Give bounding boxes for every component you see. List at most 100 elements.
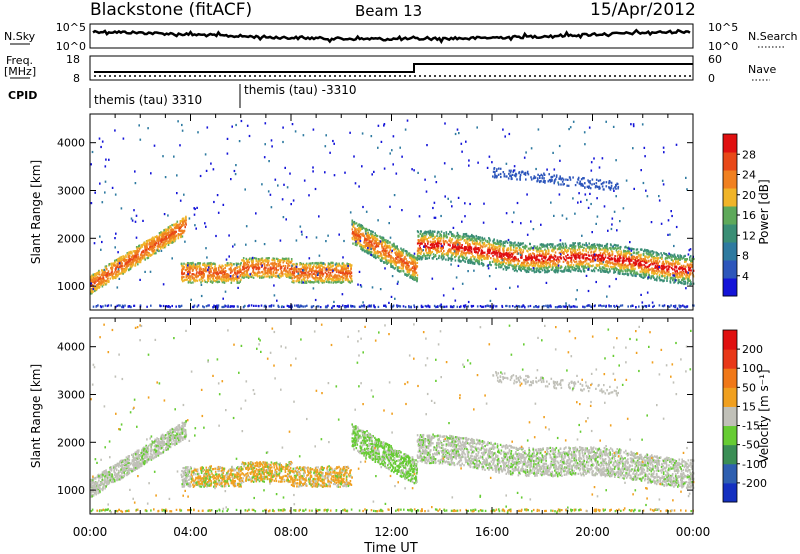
backscatter-cell <box>415 257 418 260</box>
backscatter-cell <box>148 239 151 242</box>
backscatter-cell <box>492 240 494 243</box>
backscatter-cell <box>568 256 571 259</box>
backscatter-cell <box>685 265 687 268</box>
backscatter-cell <box>560 269 562 272</box>
backscatter-cell <box>157 242 160 245</box>
backscatter-cell <box>140 256 142 260</box>
backscatter-cell <box>97 272 99 275</box>
backscatter-cell <box>396 246 398 250</box>
backscatter-cell <box>389 248 392 251</box>
backscatter-cell <box>236 279 238 282</box>
backscatter-cell <box>518 260 521 263</box>
backscatter-cell <box>527 265 530 268</box>
nsky-panel-frame <box>89 23 694 49</box>
backscatter-cell <box>513 242 515 245</box>
backscatter-cell <box>331 268 334 271</box>
backscatter-cell <box>663 271 665 274</box>
backscatter-cell <box>172 238 174 241</box>
backscatter-cell <box>665 265 668 268</box>
backscatter-cell <box>382 252 385 255</box>
backscatter-cell <box>111 272 113 276</box>
backscatter-cell <box>576 265 578 268</box>
backscatter-cell <box>395 253 397 256</box>
backscatter-cell <box>304 281 306 284</box>
backscatter-cell <box>402 269 404 272</box>
backscatter-cell <box>384 249 387 252</box>
backscatter-cell <box>303 267 305 270</box>
backscatter-cell <box>543 262 546 265</box>
backscatter-cell <box>537 270 540 273</box>
backscatter-cell <box>681 257 684 260</box>
backscatter-cell <box>363 234 365 238</box>
backscatter-cell <box>612 266 615 269</box>
backscatter-cell <box>481 250 484 253</box>
backscatter-cell <box>140 258 142 261</box>
backscatter-cell <box>503 249 505 252</box>
backscatter-cell <box>386 241 389 244</box>
backscatter-cell <box>493 260 496 263</box>
backscatter-cell <box>121 257 123 261</box>
backscatter-cell <box>285 270 288 273</box>
backscatter-cell <box>541 244 543 247</box>
backscatter-cell <box>486 240 489 243</box>
backscatter-cell <box>604 254 607 257</box>
backscatter-cell <box>366 251 368 254</box>
backscatter-cell <box>172 228 175 231</box>
backscatter-cell <box>439 233 441 236</box>
backscatter-cell <box>563 257 566 260</box>
backscatter-cell <box>275 275 277 278</box>
backscatter-cell <box>442 257 445 260</box>
backscatter-cell <box>281 274 283 277</box>
backscatter-cell <box>514 244 517 247</box>
backscatter-cell <box>548 263 551 266</box>
backscatter-cell <box>464 260 466 263</box>
backscatter-cell <box>351 280 353 283</box>
backscatter-cell <box>369 232 372 235</box>
backscatter-cell <box>106 274 108 277</box>
backscatter-cell <box>341 277 344 280</box>
backscatter-cell <box>420 239 423 242</box>
backscatter-cell <box>578 266 580 269</box>
backscatter-cell <box>571 266 574 269</box>
backscatter-cell <box>670 258 673 261</box>
backscatter-cell <box>380 237 383 240</box>
backscatter-cell <box>113 271 116 274</box>
backscatter-cell <box>673 273 676 276</box>
backscatter-cell <box>134 262 137 265</box>
backscatter-cell <box>631 264 634 267</box>
backscatter-cell <box>451 257 454 260</box>
backscatter-cell <box>374 255 377 258</box>
backscatter-cell <box>113 261 116 265</box>
backscatter-cell <box>350 274 353 278</box>
backscatter-cell <box>225 273 228 277</box>
backscatter-cell <box>688 275 691 278</box>
backscatter-cell <box>311 273 313 276</box>
backscatter-cell <box>511 242 513 245</box>
backscatter-cell <box>534 264 537 267</box>
backscatter-cell <box>502 247 504 250</box>
backscatter-cell <box>533 267 536 270</box>
backscatter-cell <box>555 263 558 266</box>
backscatter-cell <box>312 281 314 284</box>
backscatter-cell <box>469 243 471 246</box>
backscatter-cell <box>445 252 448 255</box>
backscatter-cell <box>457 251 459 254</box>
backscatter-cell <box>561 270 564 273</box>
backscatter-cell <box>124 263 127 266</box>
backscatter-cell <box>225 278 228 281</box>
backscatter-cell <box>560 244 562 247</box>
backscatter-cell <box>545 255 547 259</box>
backscatter-cell <box>684 280 687 283</box>
backscatter-cell <box>339 264 342 267</box>
backscatter-cell <box>147 251 149 254</box>
backscatter-cell <box>182 217 185 220</box>
backscatter-cell <box>480 254 483 257</box>
backscatter-cell <box>405 254 408 257</box>
backscatter-cell <box>521 261 523 265</box>
backscatter-cell <box>344 274 347 277</box>
backscatter-cell <box>287 270 289 274</box>
backscatter-cell <box>278 273 281 276</box>
backscatter-cell <box>198 267 201 270</box>
backscatter-cell <box>654 257 657 260</box>
backscatter-cell <box>400 247 402 250</box>
